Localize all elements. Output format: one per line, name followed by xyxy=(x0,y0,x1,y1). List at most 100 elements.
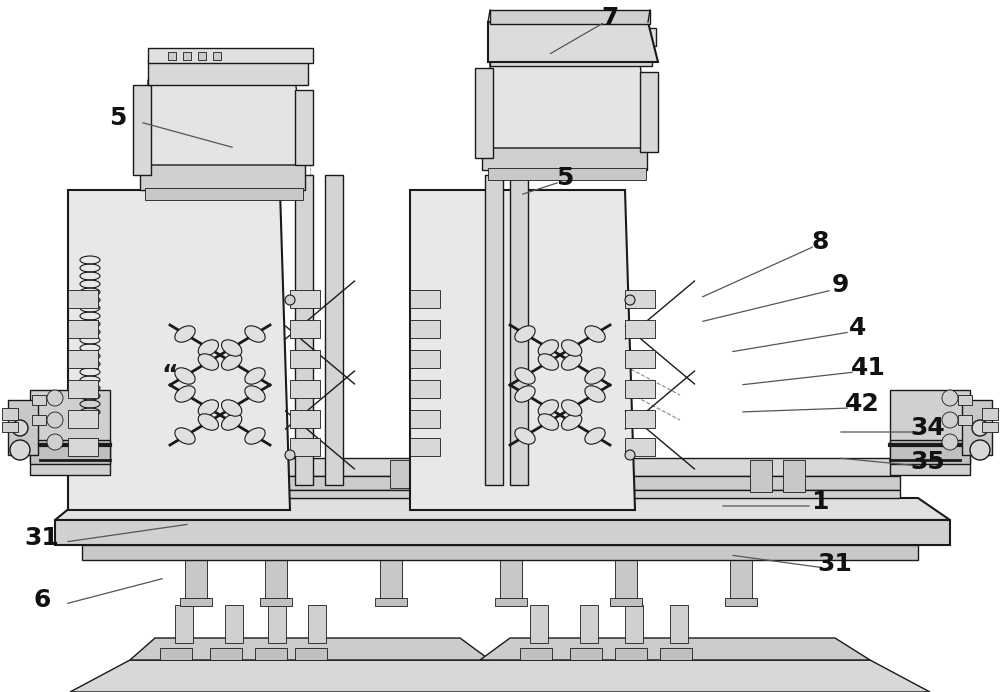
Bar xyxy=(295,90,313,165)
Ellipse shape xyxy=(175,428,195,444)
Ellipse shape xyxy=(245,368,265,384)
Bar xyxy=(410,320,440,338)
Bar xyxy=(482,145,647,170)
Bar xyxy=(168,52,176,60)
Bar xyxy=(555,32,563,40)
Bar xyxy=(750,460,772,492)
Bar xyxy=(510,32,518,40)
Bar xyxy=(68,350,98,368)
Bar xyxy=(540,32,548,40)
Ellipse shape xyxy=(562,354,582,370)
Circle shape xyxy=(972,420,988,436)
Polygon shape xyxy=(490,62,648,148)
Bar xyxy=(32,415,46,425)
Ellipse shape xyxy=(562,400,582,416)
Ellipse shape xyxy=(538,340,558,356)
Polygon shape xyxy=(410,190,635,510)
Text: 1: 1 xyxy=(811,490,829,514)
Bar xyxy=(68,320,98,338)
Bar xyxy=(962,400,992,455)
Bar xyxy=(410,350,440,368)
Bar xyxy=(540,460,562,488)
Circle shape xyxy=(47,412,63,428)
Circle shape xyxy=(970,440,990,460)
Text: 8: 8 xyxy=(811,230,829,254)
Bar xyxy=(115,460,137,492)
Bar xyxy=(145,188,303,200)
Ellipse shape xyxy=(222,414,242,430)
Bar xyxy=(410,290,440,308)
Ellipse shape xyxy=(515,368,535,384)
Bar xyxy=(490,42,652,66)
Bar xyxy=(500,555,522,603)
Bar xyxy=(68,410,98,428)
Bar xyxy=(490,10,650,24)
Bar xyxy=(185,555,207,603)
Bar xyxy=(982,408,998,420)
Ellipse shape xyxy=(585,386,605,402)
Circle shape xyxy=(285,295,295,305)
Text: 42: 42 xyxy=(845,392,879,416)
Ellipse shape xyxy=(222,354,242,370)
Bar xyxy=(68,380,98,398)
Bar xyxy=(290,320,320,338)
Bar xyxy=(30,440,110,464)
Bar xyxy=(725,598,757,606)
Bar xyxy=(420,460,442,488)
Bar xyxy=(325,175,343,485)
Bar xyxy=(68,290,98,308)
Bar xyxy=(890,440,970,464)
Circle shape xyxy=(285,450,295,460)
Bar xyxy=(295,175,313,485)
Bar xyxy=(525,32,533,40)
Bar xyxy=(210,648,242,660)
Bar xyxy=(410,380,440,398)
Circle shape xyxy=(625,295,635,305)
Polygon shape xyxy=(488,22,658,62)
Ellipse shape xyxy=(175,386,195,402)
Bar xyxy=(625,438,655,456)
Polygon shape xyxy=(68,190,290,510)
Bar xyxy=(520,648,552,660)
Ellipse shape xyxy=(585,326,605,342)
Polygon shape xyxy=(55,498,950,520)
Ellipse shape xyxy=(562,414,582,430)
Bar xyxy=(213,52,221,60)
Ellipse shape xyxy=(222,340,242,356)
Ellipse shape xyxy=(198,354,218,370)
Bar xyxy=(265,555,287,603)
Polygon shape xyxy=(148,80,308,165)
Bar xyxy=(32,395,46,405)
Text: 4: 4 xyxy=(849,316,867,340)
Bar xyxy=(255,648,287,660)
Ellipse shape xyxy=(175,368,195,384)
Bar xyxy=(625,380,655,398)
Bar xyxy=(380,555,402,603)
Ellipse shape xyxy=(198,414,218,430)
Ellipse shape xyxy=(562,340,582,356)
Ellipse shape xyxy=(198,400,218,416)
Bar xyxy=(610,598,642,606)
Bar xyxy=(488,168,646,180)
Bar xyxy=(2,408,18,420)
Bar xyxy=(570,648,602,660)
Circle shape xyxy=(47,434,63,450)
Bar xyxy=(580,605,598,643)
Polygon shape xyxy=(30,390,110,475)
Bar xyxy=(615,648,647,660)
Bar xyxy=(68,438,98,456)
Bar xyxy=(488,28,656,46)
Bar xyxy=(290,438,320,456)
Bar xyxy=(958,395,972,405)
Bar xyxy=(308,605,326,643)
Bar xyxy=(390,460,412,488)
Bar xyxy=(148,48,313,63)
Polygon shape xyxy=(70,660,930,692)
Text: 5: 5 xyxy=(556,166,574,190)
Circle shape xyxy=(12,420,28,436)
Bar xyxy=(290,290,320,308)
Bar xyxy=(160,648,192,660)
Bar xyxy=(100,490,900,498)
Bar xyxy=(180,598,212,606)
Bar xyxy=(140,160,305,190)
